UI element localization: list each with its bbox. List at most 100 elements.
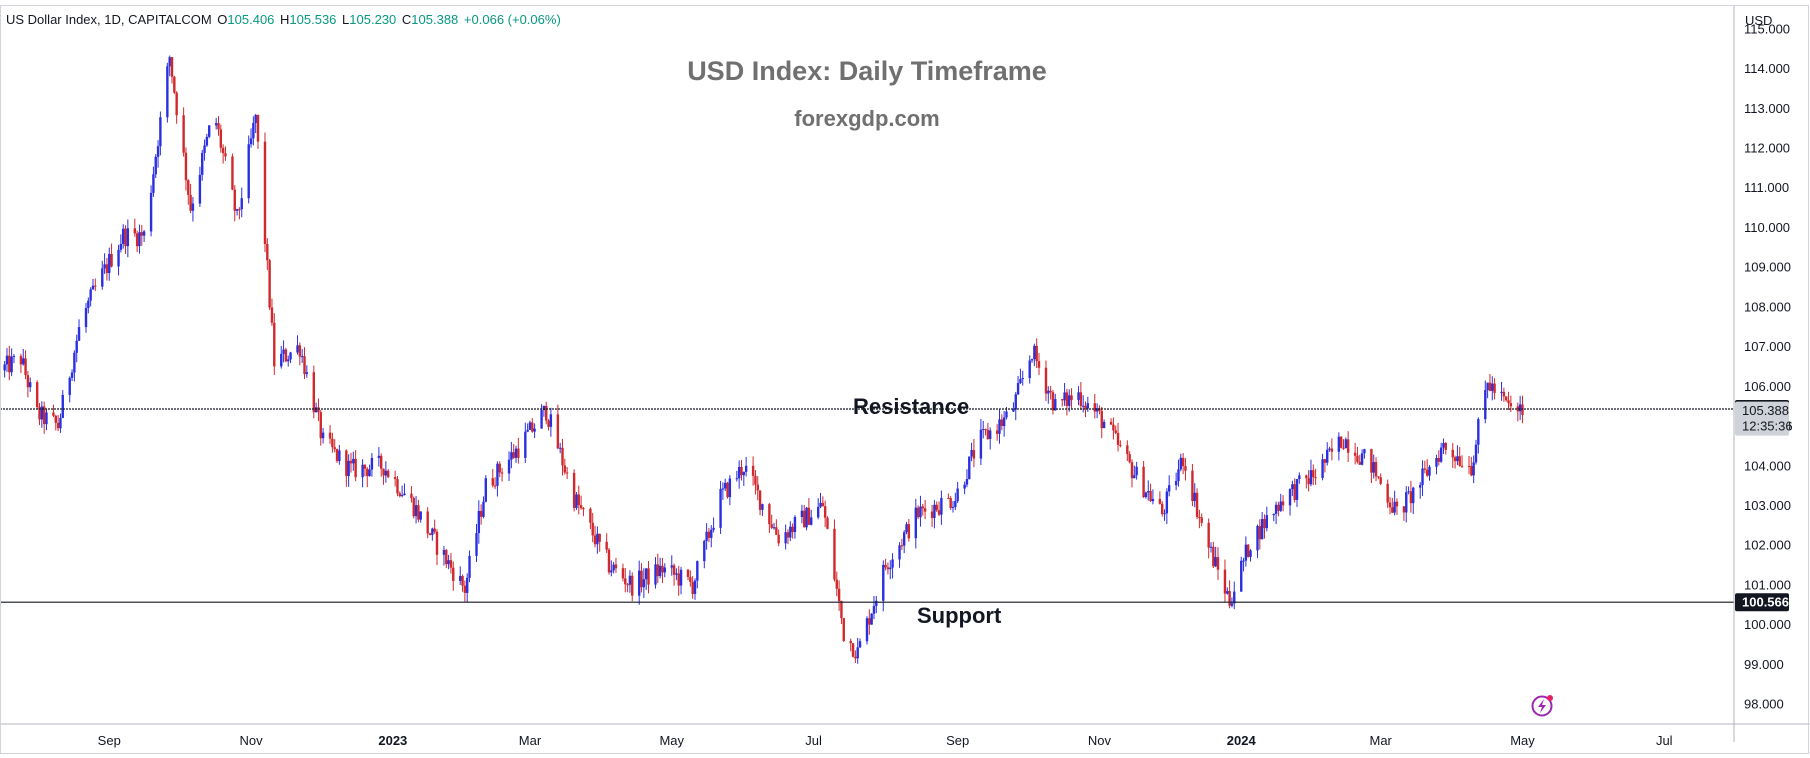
candle [1212, 541, 1215, 569]
support-label: Support [917, 603, 1002, 628]
candle [1344, 437, 1348, 449]
candle [35, 380, 39, 409]
candle [1100, 406, 1103, 439]
candle [558, 442, 562, 454]
candle [735, 470, 739, 482]
candle [1184, 458, 1187, 481]
candle [575, 491, 578, 510]
currency-label[interactable]: USD [1745, 13, 1773, 28]
time-tick-label: Jul [805, 733, 822, 748]
candle [493, 477, 497, 490]
candle [1265, 506, 1268, 532]
candle [187, 179, 190, 205]
candle [398, 491, 401, 498]
candle [607, 547, 611, 575]
candle [217, 116, 220, 136]
price-tick-label: 101.000 [1744, 577, 1791, 592]
candle [949, 496, 952, 510]
candle [198, 166, 202, 207]
candle [1305, 474, 1308, 489]
candle [491, 468, 494, 488]
candle [1144, 491, 1148, 499]
candle [482, 496, 485, 519]
candle [805, 506, 808, 531]
candle [612, 562, 615, 574]
candle [1412, 486, 1415, 515]
candle [654, 557, 657, 589]
candle [1167, 475, 1171, 497]
candle [1228, 580, 1231, 609]
candle [1474, 439, 1478, 465]
change-value: +0.066 (+0.06%) [463, 12, 561, 27]
price-tick-label: 98.000 [1744, 697, 1784, 712]
price-tick-label: 106.000 [1744, 379, 1791, 394]
candle [1084, 401, 1087, 418]
candle [1102, 419, 1106, 429]
candle [52, 404, 55, 418]
candle [823, 500, 827, 528]
candle [331, 432, 334, 453]
chart-frame [0, 5, 1809, 754]
open-label: O [217, 12, 228, 27]
price-tick-label: 114.000 [1744, 61, 1790, 76]
candle [475, 523, 478, 563]
candle [8, 345, 11, 381]
candle [940, 490, 943, 525]
candle [284, 347, 288, 363]
candle [1012, 402, 1015, 413]
candle [770, 514, 773, 530]
candle [638, 560, 641, 605]
candle [103, 253, 106, 274]
last-price-text: 105.388 [1742, 403, 1789, 418]
candle [1402, 505, 1406, 521]
candle [1093, 393, 1096, 419]
candle [1149, 483, 1152, 503]
candle [691, 576, 694, 599]
candle [45, 409, 48, 431]
candle [1242, 557, 1245, 572]
candle [1502, 387, 1506, 402]
candle [1158, 491, 1162, 505]
candle [875, 596, 878, 614]
candle [333, 439, 336, 453]
candle [345, 449, 348, 487]
candle [419, 511, 422, 523]
time-ticks[interactable]: Sep Nov 2023 Mar May Jul Sep Nov 2024 Mar May Jul [98, 733, 1673, 748]
candle [1068, 389, 1071, 412]
candle [1063, 383, 1066, 406]
candle [670, 555, 673, 576]
candle [263, 132, 267, 253]
candle [526, 423, 529, 433]
high-value: 105.536 [289, 12, 337, 27]
price-tick-label: 107.000 [1744, 339, 1791, 354]
candle [296, 335, 299, 355]
candle [719, 480, 722, 534]
candle [1409, 480, 1413, 513]
price-tick-label: 113.000 [1744, 101, 1790, 116]
candle [89, 287, 92, 307]
candle [1119, 440, 1122, 448]
candle [1047, 386, 1050, 404]
candle [1109, 418, 1113, 425]
candle [689, 570, 692, 587]
lightning-icon[interactable] [1531, 695, 1554, 717]
candle [12, 353, 16, 364]
candle [319, 409, 322, 446]
symbol-label: US Dollar Index, 1D, CAPITALCOM [6, 12, 212, 27]
candle [417, 499, 420, 523]
candle [856, 637, 859, 664]
candle [1021, 370, 1024, 386]
candle [347, 454, 350, 487]
candle [1346, 431, 1350, 463]
candle [1451, 442, 1454, 468]
candle [101, 260, 104, 290]
candle [1051, 389, 1055, 415]
candle [565, 467, 569, 480]
candle [724, 478, 727, 492]
candle [524, 422, 527, 463]
price-tick-label: 112.000 [1744, 141, 1790, 156]
candle [886, 562, 890, 575]
candle [40, 401, 44, 428]
candles-layer [3, 55, 1524, 664]
